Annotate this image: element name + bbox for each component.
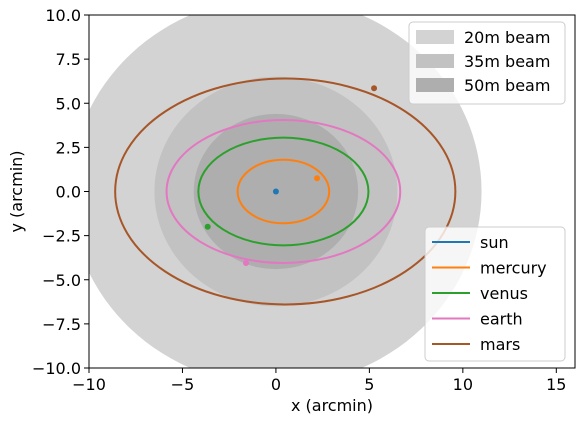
orbit-legend: sun mercury venus earth mars — [424, 226, 566, 362]
beam-legend-label-1: 35m beam — [464, 52, 550, 71]
y-tick-label-1: −7.5 — [42, 315, 81, 334]
orbit-legend-label-2: venus — [480, 284, 528, 303]
y-tick-label-5: 2.5 — [56, 138, 81, 157]
axis-layer: −10 −5 0 5 10 15 −10.0 −7.5 −5.0 −2.5 0.0 2.5 5.0 7.5… — [32, 6, 567, 394]
x-tick-label-1: −5 — [171, 375, 195, 394]
marker-2 — [204, 223, 211, 230]
beam-legend-label-0: 20m beam — [464, 28, 550, 47]
beam-legend-swatch-1 — [416, 54, 454, 68]
x-tick-label-0: −10 — [72, 375, 106, 394]
x-axis-label: x (arcmin) — [291, 396, 373, 415]
orbit-legend-label-4: mars — [480, 335, 520, 354]
y-tick-label-6: 5.0 — [56, 94, 81, 113]
y-tick-label-0: −10.0 — [32, 359, 81, 378]
marker-3 — [243, 259, 250, 266]
beam-legend-swatch-0 — [416, 30, 454, 44]
beam-legend: 20m beam 35m beam 50m beam — [408, 21, 566, 105]
marker-4 — [371, 85, 378, 92]
y-tick-label-4: 0.0 — [56, 183, 81, 202]
orbit-legend-label-0: sun — [480, 233, 509, 252]
orbit-2 — [197, 136, 370, 247]
orbit-legend-label-1: mercury — [480, 259, 547, 278]
y-axis-label: y (arcmin) — [7, 150, 26, 232]
orbit-legend-label-3: earth — [480, 310, 523, 329]
x-tick-label-2: 0 — [271, 375, 281, 394]
x-tick-label-5: 15 — [546, 375, 566, 394]
beam-legend-swatch-2 — [416, 78, 454, 92]
orbit-4 — [114, 77, 457, 306]
y-tick-label-3: −2.5 — [42, 227, 81, 246]
y-tick-label-2: −5.0 — [42, 271, 81, 290]
marker-0 — [272, 188, 279, 195]
orbit-1 — [236, 158, 331, 225]
y-tick-label-8: 10.0 — [45, 6, 81, 25]
orbit-legend-box — [424, 226, 566, 362]
orbit-layer — [114, 77, 457, 306]
marker-1 — [314, 175, 321, 182]
beam-legend-label-2: 50m beam — [464, 76, 550, 95]
x-tick-label-3: 5 — [364, 375, 374, 394]
y-tick-label-7: 7.5 — [56, 50, 81, 69]
orbit-3 — [165, 119, 402, 264]
x-tick-label-4: 10 — [453, 375, 473, 394]
